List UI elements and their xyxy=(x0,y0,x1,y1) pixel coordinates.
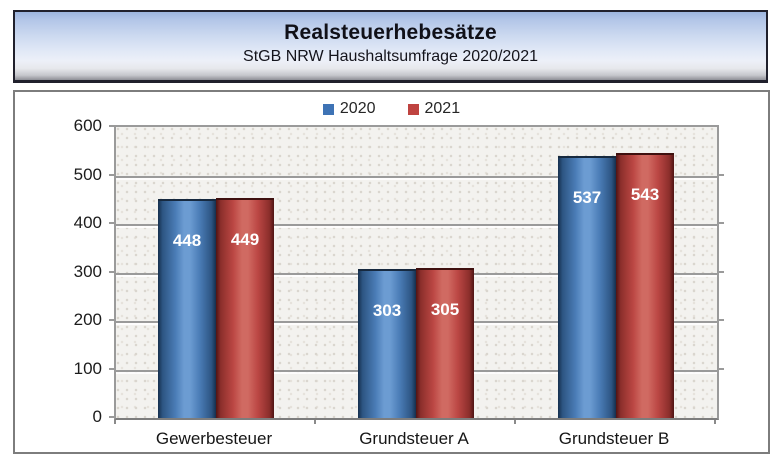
y-axis-right-tick-mark xyxy=(718,222,724,224)
legend-swatch-icon xyxy=(322,103,334,115)
y-axis-label: 400 xyxy=(73,213,102,232)
y-axis-label: 200 xyxy=(73,310,102,329)
y-axis-right-tick-mark xyxy=(718,270,724,273)
x-axis-tick-mark xyxy=(114,419,116,424)
bar-value-label: 543 xyxy=(630,185,660,204)
legend-swatch-icon xyxy=(407,103,419,115)
y-axis-label: 600 xyxy=(73,116,102,135)
x-axis-tick-mark xyxy=(314,419,316,424)
x-axis-tick-mark xyxy=(714,419,716,424)
bar-value-label: 303 xyxy=(372,301,402,320)
y-axis-tick-mark xyxy=(109,319,115,321)
legend-label: 2020 xyxy=(339,100,376,117)
y-axis-tick-mark xyxy=(109,270,115,273)
bar-group-3: 537 543 xyxy=(516,127,716,418)
gridline xyxy=(116,175,717,178)
legend-label: 2021 xyxy=(424,100,461,117)
bar-2020: 303 xyxy=(358,269,416,418)
bar-2021: 449 xyxy=(216,198,274,418)
bar-value-label: 449 xyxy=(230,230,260,249)
bar-value-label: 305 xyxy=(430,300,460,319)
y-axis-label: 500 xyxy=(73,164,102,184)
x-axis-tick-mark xyxy=(514,419,516,424)
category-label: Grundsteuer B xyxy=(558,429,670,448)
bar-group-2: 303 305 xyxy=(316,127,516,418)
plot-area: 448 449 303 305 537 543 xyxy=(114,125,719,420)
chart-legend: 2020 2021 xyxy=(15,100,768,118)
category-label: Grundsteuer A xyxy=(359,429,469,448)
bar-2021: 305 xyxy=(416,268,474,418)
y-axis-right-tick-mark xyxy=(718,367,724,370)
gridline xyxy=(116,224,717,226)
legend-item-2021: 2021 xyxy=(407,100,461,118)
y-axis-label: 0 xyxy=(92,407,102,426)
bar-2020: 448 xyxy=(158,199,216,418)
category-label: Gewerbesteuer xyxy=(155,429,273,448)
y-axis-tick-mark xyxy=(109,125,115,127)
chart-subtitle: StGB NRW Haushaltsumfrage 2020/2021 xyxy=(243,48,538,65)
y-axis-tick-mark xyxy=(109,222,115,224)
y-axis-tick-mark xyxy=(109,416,115,418)
bar-value-label: 537 xyxy=(572,188,602,207)
bar-group-1: 448 449 xyxy=(116,127,316,418)
y-axis-right-tick-mark xyxy=(718,319,724,321)
legend-item-2020: 2020 xyxy=(322,100,376,118)
chart-header: Realsteuerhebesätze StGB NRW Haushaltsum… xyxy=(13,10,768,83)
bar-value-label: 448 xyxy=(172,231,202,250)
y-axis-tick-mark xyxy=(109,367,115,370)
y-axis-tick-mark xyxy=(109,173,115,176)
bar-2021: 543 xyxy=(616,153,674,418)
chart-frame: 2020 2021 0 100 200 300 400 500 600 Gewerbesteue… xyxy=(13,90,770,454)
bar-2020: 537 xyxy=(558,156,616,418)
chart-title: Realsteuerhebesätze xyxy=(284,21,497,44)
y-axis-label: 100 xyxy=(73,358,102,378)
y-axis-right-tick-mark xyxy=(718,173,724,176)
y-axis-label: 300 xyxy=(73,261,102,281)
